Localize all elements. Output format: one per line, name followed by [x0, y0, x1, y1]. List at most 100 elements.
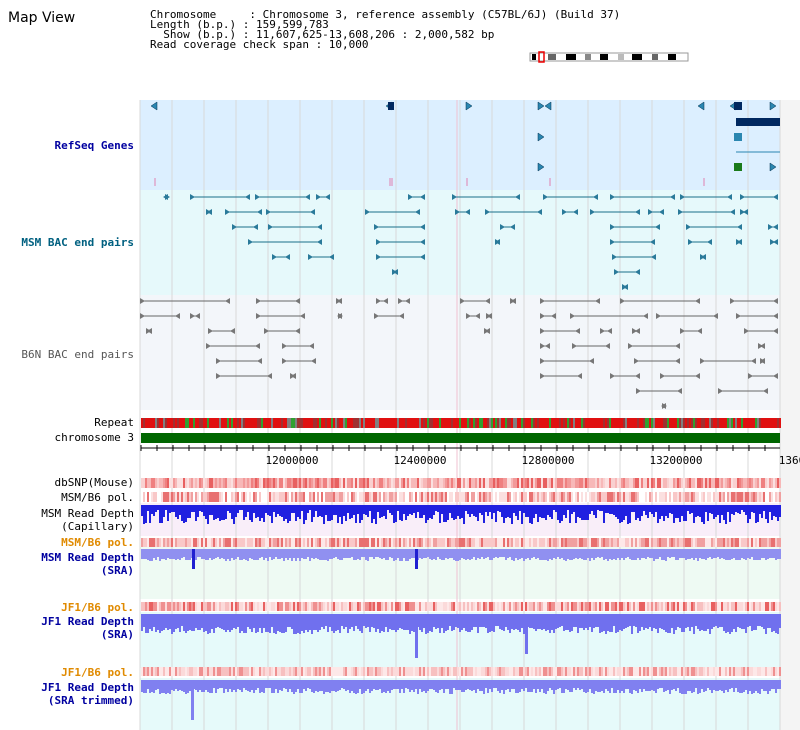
b6n-bac-end	[540, 358, 545, 364]
msm-depth-sra-bar	[245, 549, 247, 560]
jf1-pol-cell	[655, 602, 657, 611]
jf1-pol-trim-cell	[701, 667, 703, 676]
jf1-pol-cell	[345, 602, 347, 611]
dbsnp-cell	[223, 478, 225, 488]
jf1-depth-trim-bar	[519, 680, 521, 692]
msm-pol-cell	[421, 492, 423, 502]
msm-depth-sra-bar	[763, 549, 765, 558]
repeat-segment	[551, 418, 553, 428]
msm-pol-cell	[563, 492, 565, 502]
msm-pol-sra-cell	[705, 538, 707, 547]
jf1-depth-trim-bar	[507, 680, 509, 689]
msm-depth-cap-bar	[323, 505, 325, 524]
dbsnp-cell	[181, 478, 183, 488]
repeat-segment	[161, 418, 163, 428]
repeat-segment	[337, 418, 339, 428]
repeat-segment	[717, 418, 719, 428]
repeat-segment	[495, 418, 497, 428]
jf1-pol-cell	[483, 602, 485, 611]
jf1-pol-cell	[393, 602, 395, 611]
msm-pol-sra-cell	[637, 538, 639, 547]
msm-pol-cell	[623, 492, 625, 502]
msm-pol-cell	[773, 492, 775, 502]
msm-depth-cap-bar	[589, 505, 591, 514]
jf1-depth-trim-bar	[175, 680, 177, 689]
jf1-pol-trim-cell	[393, 667, 395, 676]
msm-pol-sra-cell	[725, 538, 727, 547]
dbsnp-cell	[339, 478, 341, 488]
jf1-pol-cell	[441, 602, 443, 611]
jf1-depth-trim-bar	[361, 680, 363, 694]
msm-pol-cell	[289, 492, 291, 502]
jf1-depth-trim-bar	[607, 680, 609, 691]
msm-pol-sra-cell	[203, 538, 205, 547]
msm-pol-cell	[257, 492, 259, 502]
jf1-depth-trim-bar	[347, 680, 349, 690]
repeat-segment	[521, 418, 523, 428]
jf1-pol-cell	[339, 602, 341, 611]
repeat-segment	[155, 418, 157, 428]
repeat-segment	[379, 418, 381, 428]
msm-depth-cap-bar	[489, 505, 491, 512]
jf1-pol-cell	[459, 602, 461, 611]
msm-depth-cap-bar	[541, 505, 543, 518]
jf1-pol-trim-cell	[313, 667, 315, 676]
jf1-pol-trim-cell	[203, 667, 205, 676]
jf1-pol-cell	[753, 602, 755, 611]
msm-depth-sra-bar	[671, 549, 673, 557]
msm-pol-sra-cell	[567, 538, 569, 547]
msm-pol-cell	[265, 492, 267, 502]
msm-pol-sra-cell	[477, 538, 479, 547]
b6n-bac-end	[700, 358, 705, 364]
msm-pol-sra-cell	[157, 538, 159, 547]
dbsnp-cell	[379, 478, 381, 488]
dbsnp-cell	[327, 478, 329, 488]
msm-depth-sra-bar	[285, 549, 287, 558]
repeat-segment	[195, 418, 197, 428]
gene-arrow	[697, 101, 705, 111]
msm-pol-sra-cell	[229, 538, 231, 547]
b6n-bac-end	[208, 328, 213, 334]
repeat-segment	[687, 418, 689, 428]
jf1-pol-trim-cell	[637, 667, 639, 676]
dbsnp-cell	[643, 478, 645, 488]
jf1-depth-sra-bar	[773, 614, 775, 631]
jf1-pol-trim-cell	[225, 667, 227, 676]
jf1-pol-cell	[525, 602, 527, 611]
jf1-pol-trim-cell	[399, 667, 401, 676]
jf1-depth-trim-bar	[509, 680, 511, 692]
msm-pol-sra-cell	[377, 538, 379, 547]
repeat-segment	[745, 418, 747, 428]
jf1-depth-sra-bar	[441, 614, 443, 628]
msm-pol-cell	[635, 492, 637, 502]
b6n-bac-end	[773, 298, 778, 304]
msm-pol-cell	[591, 492, 593, 502]
dbsnp-cell	[279, 478, 281, 488]
msm-pol-sra-cell	[717, 538, 719, 547]
jf1-pol-trim-cell	[199, 667, 201, 676]
msm-depth-sra-bar	[657, 549, 659, 559]
dbsnp-cell	[203, 478, 205, 488]
b6n-bac-end	[572, 343, 577, 349]
jf1-pol-trim-cell	[411, 667, 413, 676]
msm-pol-sra-cell	[511, 538, 513, 547]
jf1-pol-cell	[583, 602, 585, 611]
msm-depth-sra-bar	[643, 549, 645, 558]
jf1-depth-sra-bar	[605, 614, 607, 634]
repeat-segment	[489, 418, 491, 428]
repeat-segment	[683, 418, 685, 428]
repeat-segment	[773, 418, 775, 428]
msm-pol-cell	[353, 492, 355, 502]
dbsnp-cell	[549, 478, 551, 488]
msm-depth-cap-bar	[425, 505, 427, 523]
msm-depth-sra-bar	[223, 549, 225, 559]
jf1-depth-trim-bar	[527, 680, 529, 692]
msm-depth-cap-bar	[769, 505, 771, 512]
msm-pol-cell	[385, 492, 387, 502]
dbsnp-cell	[401, 478, 403, 488]
msm-b6-pol-label: MSM/B6 pol.	[61, 491, 134, 504]
msm-depth-cap-bar	[159, 505, 161, 523]
jf1-depth-sra-bar	[657, 614, 659, 633]
jf1-depth-trim-bar	[417, 680, 419, 694]
msm-depth-sra-bar	[515, 549, 517, 558]
